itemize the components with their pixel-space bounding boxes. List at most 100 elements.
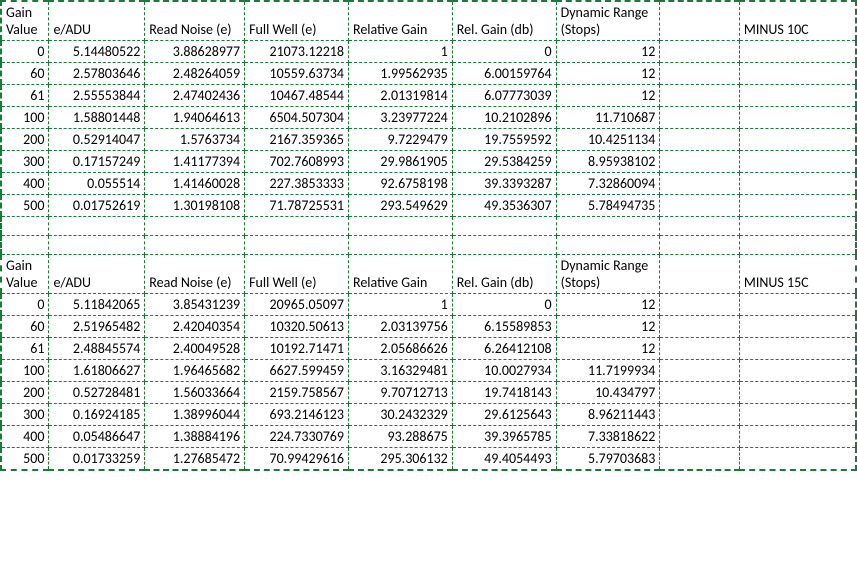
cell[interactable]: 0.01733259 (49, 448, 145, 471)
cell[interactable]: 1.96465682 (145, 360, 245, 382)
cell[interactable]: 100 (1, 360, 49, 382)
cell[interactable]: 0 (452, 41, 556, 63)
cell[interactable] (739, 151, 856, 173)
cell[interactable]: 10559.63734 (245, 63, 349, 85)
cell[interactable]: 1.38884196 (145, 426, 245, 448)
cell[interactable] (739, 63, 856, 85)
cell[interactable]: 1.94064613 (145, 107, 245, 129)
cell[interactable] (660, 63, 740, 85)
cell[interactable]: 1.56033664 (145, 382, 245, 404)
cell[interactable]: 500 (1, 448, 49, 471)
cell[interactable]: 1.41460028 (145, 173, 245, 195)
cell[interactable]: 29.5384259 (452, 151, 556, 173)
cell[interactable]: 3.88628977 (145, 41, 245, 63)
column-header[interactable]: Relative Gain (348, 255, 452, 294)
cell[interactable]: 1.99562935 (348, 63, 452, 85)
cell[interactable]: 10192.71471 (245, 338, 349, 360)
cell[interactable]: 702.7608993 (245, 151, 349, 173)
cell[interactable]: 0.52728481 (49, 382, 145, 404)
cell[interactable] (660, 448, 740, 471)
cell[interactable]: 1.5763734 (145, 129, 245, 151)
cell[interactable]: 0.05486647 (49, 426, 145, 448)
cell[interactable] (660, 107, 740, 129)
cell[interactable] (660, 195, 740, 217)
cell[interactable]: 9.7229479 (348, 129, 452, 151)
cell[interactable]: 20965.05097 (245, 294, 349, 316)
cell[interactable]: 60 (1, 63, 49, 85)
empty-cell[interactable] (556, 236, 660, 255)
cell[interactable]: 0 (452, 294, 556, 316)
cell[interactable] (739, 382, 856, 404)
cell[interactable]: 49.4054493 (452, 448, 556, 471)
cell[interactable]: 1.58801448 (49, 107, 145, 129)
cell[interactable]: 0.52914047 (49, 129, 145, 151)
cell[interactable] (660, 338, 740, 360)
cell[interactable]: 2.03139756 (348, 316, 452, 338)
column-header[interactable]: Rel. Gain (db) (452, 1, 556, 41)
cell[interactable]: 2.01319814 (348, 85, 452, 107)
cell[interactable]: 12 (556, 41, 660, 63)
cell[interactable]: 6.00159764 (452, 63, 556, 85)
cell[interactable]: 1.61806627 (49, 360, 145, 382)
cell[interactable]: 500 (1, 195, 49, 217)
cell[interactable] (739, 426, 856, 448)
cell[interactable] (739, 41, 856, 63)
cell[interactable]: 5.14480522 (49, 41, 145, 63)
cell[interactable]: 0.16924185 (49, 404, 145, 426)
empty-cell[interactable] (145, 217, 245, 236)
column-header[interactable]: Read Noise (e) (145, 1, 245, 41)
cell[interactable]: 61 (1, 85, 49, 107)
column-header[interactable]: Full Well (e) (245, 255, 349, 294)
cell[interactable]: 11.7199934 (556, 360, 660, 382)
cell[interactable]: 12 (556, 316, 660, 338)
column-header[interactable]: e/ADU (49, 1, 145, 41)
column-header[interactable]: Dynamic Range (Stops) (556, 255, 660, 294)
empty-cell[interactable] (660, 236, 740, 255)
empty-cell[interactable] (452, 236, 556, 255)
cell[interactable] (660, 294, 740, 316)
cell[interactable]: 1.38996044 (145, 404, 245, 426)
cell[interactable]: 293.549629 (348, 195, 452, 217)
cell[interactable]: 0 (1, 41, 49, 63)
cell[interactable]: 200 (1, 382, 49, 404)
cell[interactable]: 6.26412108 (452, 338, 556, 360)
cell[interactable]: 71.78725531 (245, 195, 349, 217)
cell[interactable]: 5.78494735 (556, 195, 660, 217)
temperature-label[interactable]: MINUS 10C (739, 1, 856, 41)
cell[interactable]: 6504.507304 (245, 107, 349, 129)
cell[interactable] (660, 382, 740, 404)
cell[interactable] (739, 107, 856, 129)
empty-cell[interactable] (245, 217, 349, 236)
empty-cell[interactable] (49, 236, 145, 255)
cell[interactable]: 1.27685472 (145, 448, 245, 471)
cell[interactable]: 2.55553844 (49, 85, 145, 107)
cell[interactable]: 1 (348, 41, 452, 63)
cell[interactable]: 6627.599459 (245, 360, 349, 382)
cell[interactable]: 19.7559592 (452, 129, 556, 151)
cell[interactable] (739, 85, 856, 107)
cell[interactable]: 227.3853333 (245, 173, 349, 195)
cell[interactable]: 5.11842065 (49, 294, 145, 316)
cell[interactable]: 12 (556, 85, 660, 107)
cell[interactable] (660, 426, 740, 448)
cell[interactable] (739, 360, 856, 382)
cell[interactable]: 60 (1, 316, 49, 338)
cell[interactable]: 2.51965482 (49, 316, 145, 338)
cell[interactable] (660, 151, 740, 173)
column-header[interactable]: Rel. Gain (db) (452, 255, 556, 294)
cell[interactable]: 2167.359365 (245, 129, 349, 151)
cell[interactable]: 2.42040354 (145, 316, 245, 338)
cell[interactable] (739, 173, 856, 195)
cell[interactable]: 6.07773039 (452, 85, 556, 107)
cell[interactable]: 21073.12218 (245, 41, 349, 63)
cell[interactable]: 10320.50613 (245, 316, 349, 338)
cell[interactable]: 12 (556, 338, 660, 360)
cell[interactable]: 1.41177394 (145, 151, 245, 173)
cell[interactable]: 7.32860094 (556, 173, 660, 195)
cell[interactable]: 0.01752619 (49, 195, 145, 217)
cell[interactable]: 400 (1, 426, 49, 448)
cell[interactable]: 92.6758198 (348, 173, 452, 195)
cell[interactable]: 10.434797 (556, 382, 660, 404)
cell[interactable]: 200 (1, 129, 49, 151)
column-header[interactable]: Relative Gain (348, 1, 452, 41)
